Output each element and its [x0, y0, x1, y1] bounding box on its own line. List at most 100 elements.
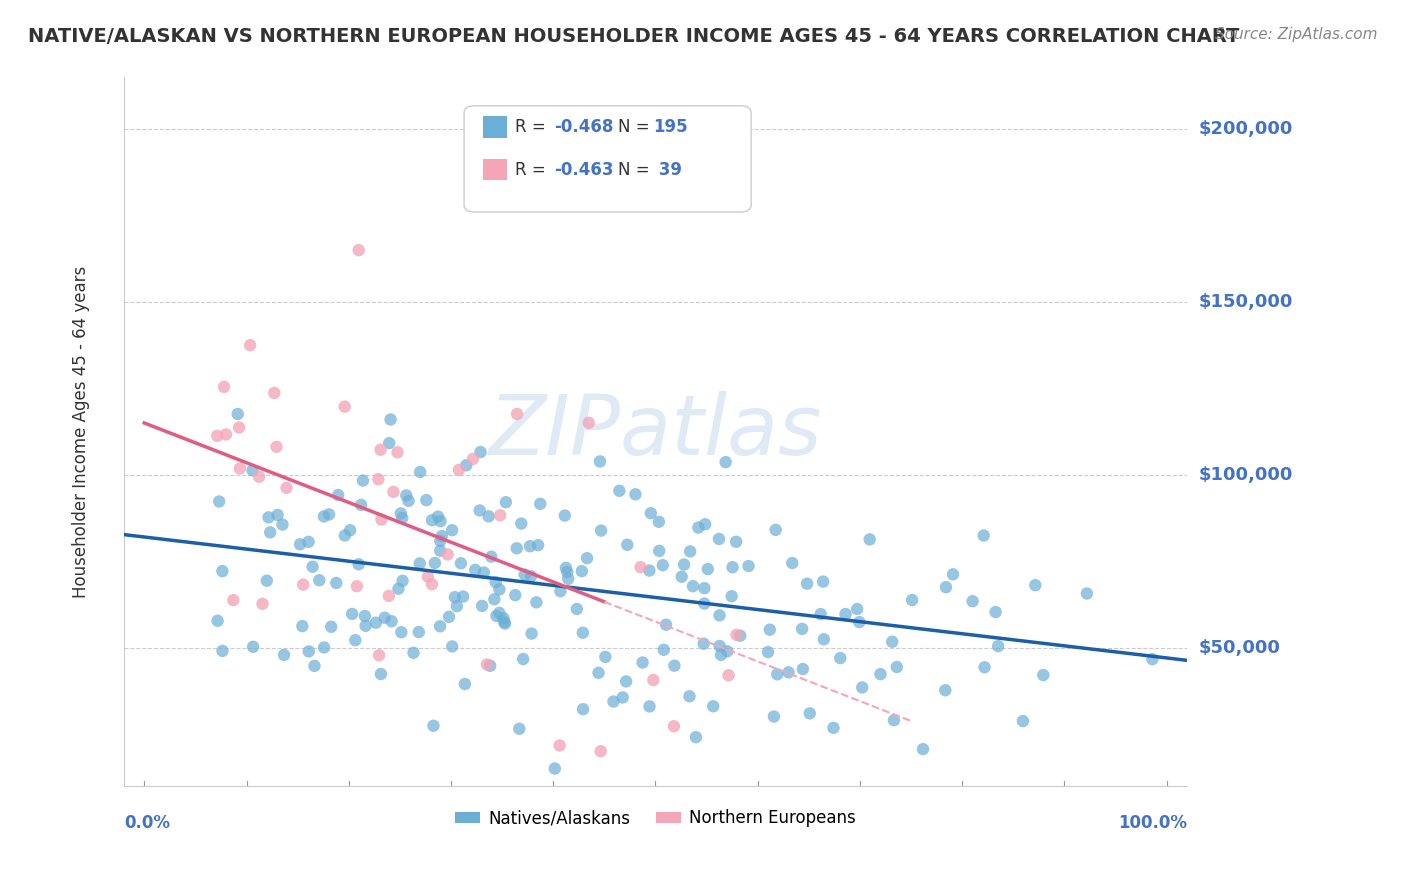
- Northern Europeans: [215, 427, 238, 442]
- FancyBboxPatch shape: [484, 159, 506, 180]
- Natives/Alaskans: [869, 667, 891, 681]
- Natives/Alaskans: [655, 617, 678, 632]
- Natives/Alaskans: [595, 649, 617, 664]
- Natives/Alaskans: [714, 455, 737, 469]
- Text: 100.0%: 100.0%: [1118, 814, 1187, 832]
- Natives/Alaskans: [391, 511, 413, 525]
- Natives/Alaskans: [571, 564, 593, 578]
- Natives/Alaskans: [555, 561, 578, 575]
- Natives/Alaskans: [765, 523, 787, 537]
- Natives/Alaskans: [848, 615, 870, 629]
- Natives/Alaskans: [911, 742, 934, 756]
- Natives/Alaskans: [370, 667, 392, 681]
- Natives/Alaskans: [520, 569, 543, 583]
- Natives/Alaskans: [479, 658, 502, 673]
- Northern Europeans: [252, 597, 274, 611]
- Natives/Alaskans: [454, 677, 477, 691]
- Northern Europeans: [578, 416, 600, 430]
- Northern Europeans: [506, 407, 529, 421]
- Northern Europeans: [263, 386, 285, 401]
- Natives/Alaskans: [423, 556, 446, 570]
- Natives/Alaskans: [572, 625, 595, 640]
- Natives/Alaskans: [796, 576, 818, 591]
- Natives/Alaskans: [339, 523, 361, 537]
- Natives/Alaskans: [395, 488, 418, 502]
- Text: 195: 195: [654, 118, 688, 136]
- Natives/Alaskans: [721, 560, 744, 574]
- Natives/Alaskans: [512, 652, 534, 666]
- Natives/Alaskans: [792, 622, 814, 636]
- Text: Householder Income Ages 45 - 64 years: Householder Income Ages 45 - 64 years: [72, 266, 90, 598]
- Text: $150,000: $150,000: [1198, 293, 1292, 311]
- Natives/Alaskans: [350, 498, 373, 512]
- Natives/Alaskans: [211, 564, 233, 578]
- Natives/Alaskans: [409, 557, 432, 571]
- Legend: Natives/Alaskans, Northern Europeans: Natives/Alaskans, Northern Europeans: [449, 803, 862, 834]
- Natives/Alaskans: [799, 706, 821, 721]
- Natives/Alaskans: [427, 509, 450, 524]
- Natives/Alaskans: [381, 614, 404, 628]
- Natives/Alaskans: [886, 660, 908, 674]
- Natives/Alaskans: [256, 574, 278, 588]
- Natives/Alaskans: [631, 656, 654, 670]
- Text: NATIVE/ALASKAN VS NORTHERN EUROPEAN HOUSEHOLDER INCOME AGES 45 - 64 YEARS CORREL: NATIVE/ALASKAN VS NORTHERN EUROPEAN HOUS…: [28, 27, 1240, 45]
- Natives/Alaskans: [494, 616, 516, 631]
- Northern Europeans: [222, 593, 245, 607]
- Natives/Alaskans: [494, 615, 516, 629]
- Natives/Alaskans: [664, 658, 686, 673]
- Natives/Alaskans: [380, 412, 402, 426]
- Natives/Alaskans: [429, 543, 451, 558]
- Natives/Alaskans: [297, 534, 319, 549]
- Natives/Alaskans: [441, 523, 464, 537]
- Natives/Alaskans: [450, 556, 472, 570]
- Natives/Alaskans: [304, 659, 326, 673]
- Natives/Alaskans: [688, 520, 710, 534]
- Natives/Alaskans: [1142, 652, 1164, 666]
- Natives/Alaskans: [485, 608, 508, 623]
- Natives/Alaskans: [456, 458, 478, 473]
- Northern Europeans: [548, 739, 571, 753]
- Natives/Alaskans: [446, 599, 468, 614]
- Text: -0.468: -0.468: [554, 118, 614, 136]
- Natives/Alaskans: [823, 721, 845, 735]
- Text: -0.463: -0.463: [554, 161, 614, 178]
- Natives/Alaskans: [513, 567, 536, 582]
- Natives/Alaskans: [671, 570, 693, 584]
- Natives/Alaskans: [762, 709, 785, 723]
- Natives/Alaskans: [766, 667, 789, 681]
- Northern Europeans: [717, 668, 740, 682]
- Natives/Alaskans: [679, 544, 702, 558]
- Natives/Alaskans: [444, 590, 467, 604]
- Natives/Alaskans: [242, 463, 264, 477]
- Text: Source: ZipAtlas.com: Source: ZipAtlas.com: [1215, 27, 1378, 42]
- Northern Europeans: [292, 577, 315, 591]
- Natives/Alaskans: [391, 574, 413, 588]
- Natives/Alaskans: [588, 665, 610, 680]
- Natives/Alaskans: [572, 702, 595, 716]
- Northern Europeans: [630, 560, 652, 574]
- Natives/Alaskans: [325, 576, 347, 591]
- Natives/Alaskans: [589, 524, 612, 538]
- Northern Europeans: [725, 628, 748, 642]
- Natives/Alaskans: [942, 567, 965, 582]
- Natives/Alaskans: [555, 565, 578, 579]
- Natives/Alaskans: [846, 602, 869, 616]
- Northern Europeans: [370, 512, 392, 526]
- Natives/Alaskans: [479, 549, 502, 564]
- Natives/Alaskans: [557, 572, 579, 586]
- Natives/Alaskans: [387, 582, 409, 596]
- Natives/Alaskans: [614, 674, 637, 689]
- Natives/Alaskans: [851, 681, 873, 695]
- Natives/Alaskans: [710, 648, 733, 662]
- Text: R =: R =: [515, 161, 551, 178]
- Text: N =: N =: [619, 161, 655, 178]
- Northern Europeans: [662, 719, 685, 733]
- Natives/Alaskans: [429, 619, 451, 633]
- Natives/Alaskans: [508, 722, 530, 736]
- Northern Europeans: [347, 243, 370, 257]
- Natives/Alaskans: [554, 508, 576, 523]
- Natives/Alaskans: [759, 623, 782, 637]
- Natives/Alaskans: [934, 683, 956, 698]
- Natives/Alaskans: [1032, 668, 1054, 682]
- Northern Europeans: [247, 469, 270, 483]
